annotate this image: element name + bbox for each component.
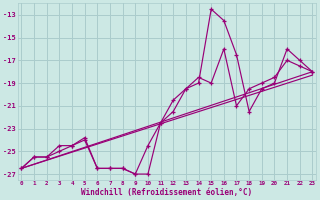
X-axis label: Windchill (Refroidissement éolien,°C): Windchill (Refroidissement éolien,°C)	[81, 188, 252, 197]
